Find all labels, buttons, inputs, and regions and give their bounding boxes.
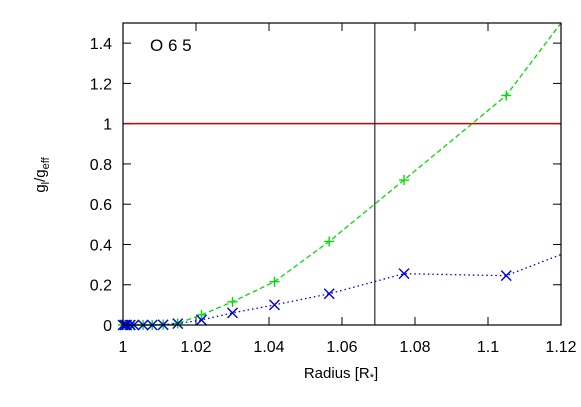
y-tick-label: 0.2	[90, 278, 112, 295]
series-2-line	[123, 253, 561, 325]
chart-annotation: O 6 5	[150, 36, 192, 55]
series-1-line	[123, 23, 561, 325]
y-tick-label: 0	[103, 318, 112, 335]
series-2-point	[195, 314, 207, 326]
x-axis-title-sub: *	[370, 372, 375, 384]
x-tick-label: 1.04	[253, 339, 284, 356]
series-1-point	[269, 276, 280, 287]
y-tick-label: 1	[103, 117, 112, 134]
series-2-point	[172, 318, 184, 330]
series-2-point	[323, 288, 335, 300]
series-2-point	[268, 299, 280, 311]
y-tick-label: 0.8	[90, 157, 112, 174]
y-tick-label: 0.6	[90, 197, 112, 214]
series-1-point	[324, 236, 335, 247]
series-2-point	[227, 307, 238, 319]
series-1-point	[227, 296, 238, 307]
x-tick-label: 1.12	[545, 339, 576, 356]
x-tick-label: 1.1	[477, 339, 499, 356]
y-tick-label: 1.4	[90, 36, 112, 53]
series-1-point	[399, 175, 410, 186]
y-axis-title-slash: /g	[32, 169, 49, 182]
plot-frame	[122, 22, 562, 326]
y-axis-title: gl/geff	[32, 156, 52, 192]
series-2-point	[500, 270, 512, 282]
x-tick-label: 1.02	[180, 339, 211, 356]
x-tick-label: 1.08	[399, 339, 430, 356]
series-1-point	[196, 309, 207, 320]
y-axis-title-g: g	[32, 184, 49, 192]
y-tick-label: 0.4	[90, 237, 112, 254]
x-axis-title: Radius [R*]	[304, 365, 378, 384]
x-axis-title-close: ]	[374, 365, 378, 382]
y-tick-label: 1.2	[90, 76, 112, 93]
x-tick-label: 1	[119, 339, 128, 356]
y-axis-title-sub1: l	[40, 182, 52, 184]
series-1-point	[501, 90, 512, 101]
x-tick-label: 1.06	[326, 339, 357, 356]
series-2-point	[398, 268, 410, 280]
x-axis-title-main: Radius [R	[304, 365, 370, 382]
y-axis-title-sub2: eff	[40, 156, 52, 169]
